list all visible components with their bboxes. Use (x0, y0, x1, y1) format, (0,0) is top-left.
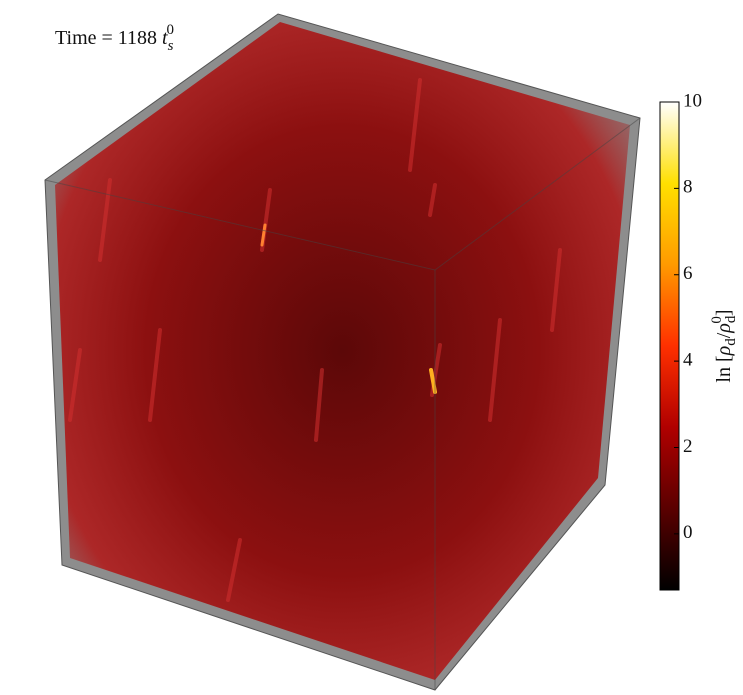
cube (44, 13, 641, 691)
colorbar-label: ln [ρd/ρd0] (709, 309, 739, 382)
colorbar-scale (659, 101, 680, 591)
colorbar: 0 2 4 6 8 10 (659, 90, 702, 591)
label-part: ρ (713, 323, 735, 334)
colorbar-tick-label: 4 (683, 349, 693, 370)
title-sup: 0 (166, 22, 174, 38)
colorbar-tick-label: 8 (683, 177, 693, 198)
label-part: / (713, 332, 735, 338)
title: Time = 1188 ts0 (55, 22, 174, 54)
label-part: d (723, 315, 739, 323)
label-part: ln [ (713, 355, 735, 382)
title-symbol: t (162, 27, 168, 49)
label-part: ρ (713, 346, 735, 357)
label-part: d (723, 338, 739, 346)
label-part: ] (713, 309, 735, 316)
colorbar-tick-label: 10 (683, 90, 702, 111)
colorbar-tick-label: 2 (683, 436, 693, 457)
label-part: 0 (709, 316, 725, 324)
title-sub: s (168, 38, 174, 54)
colorbar-tick-label: 6 (683, 263, 693, 284)
title-prefix: Time = 1188 (55, 27, 162, 49)
colorbar-tick-label: 0 (683, 522, 693, 543)
